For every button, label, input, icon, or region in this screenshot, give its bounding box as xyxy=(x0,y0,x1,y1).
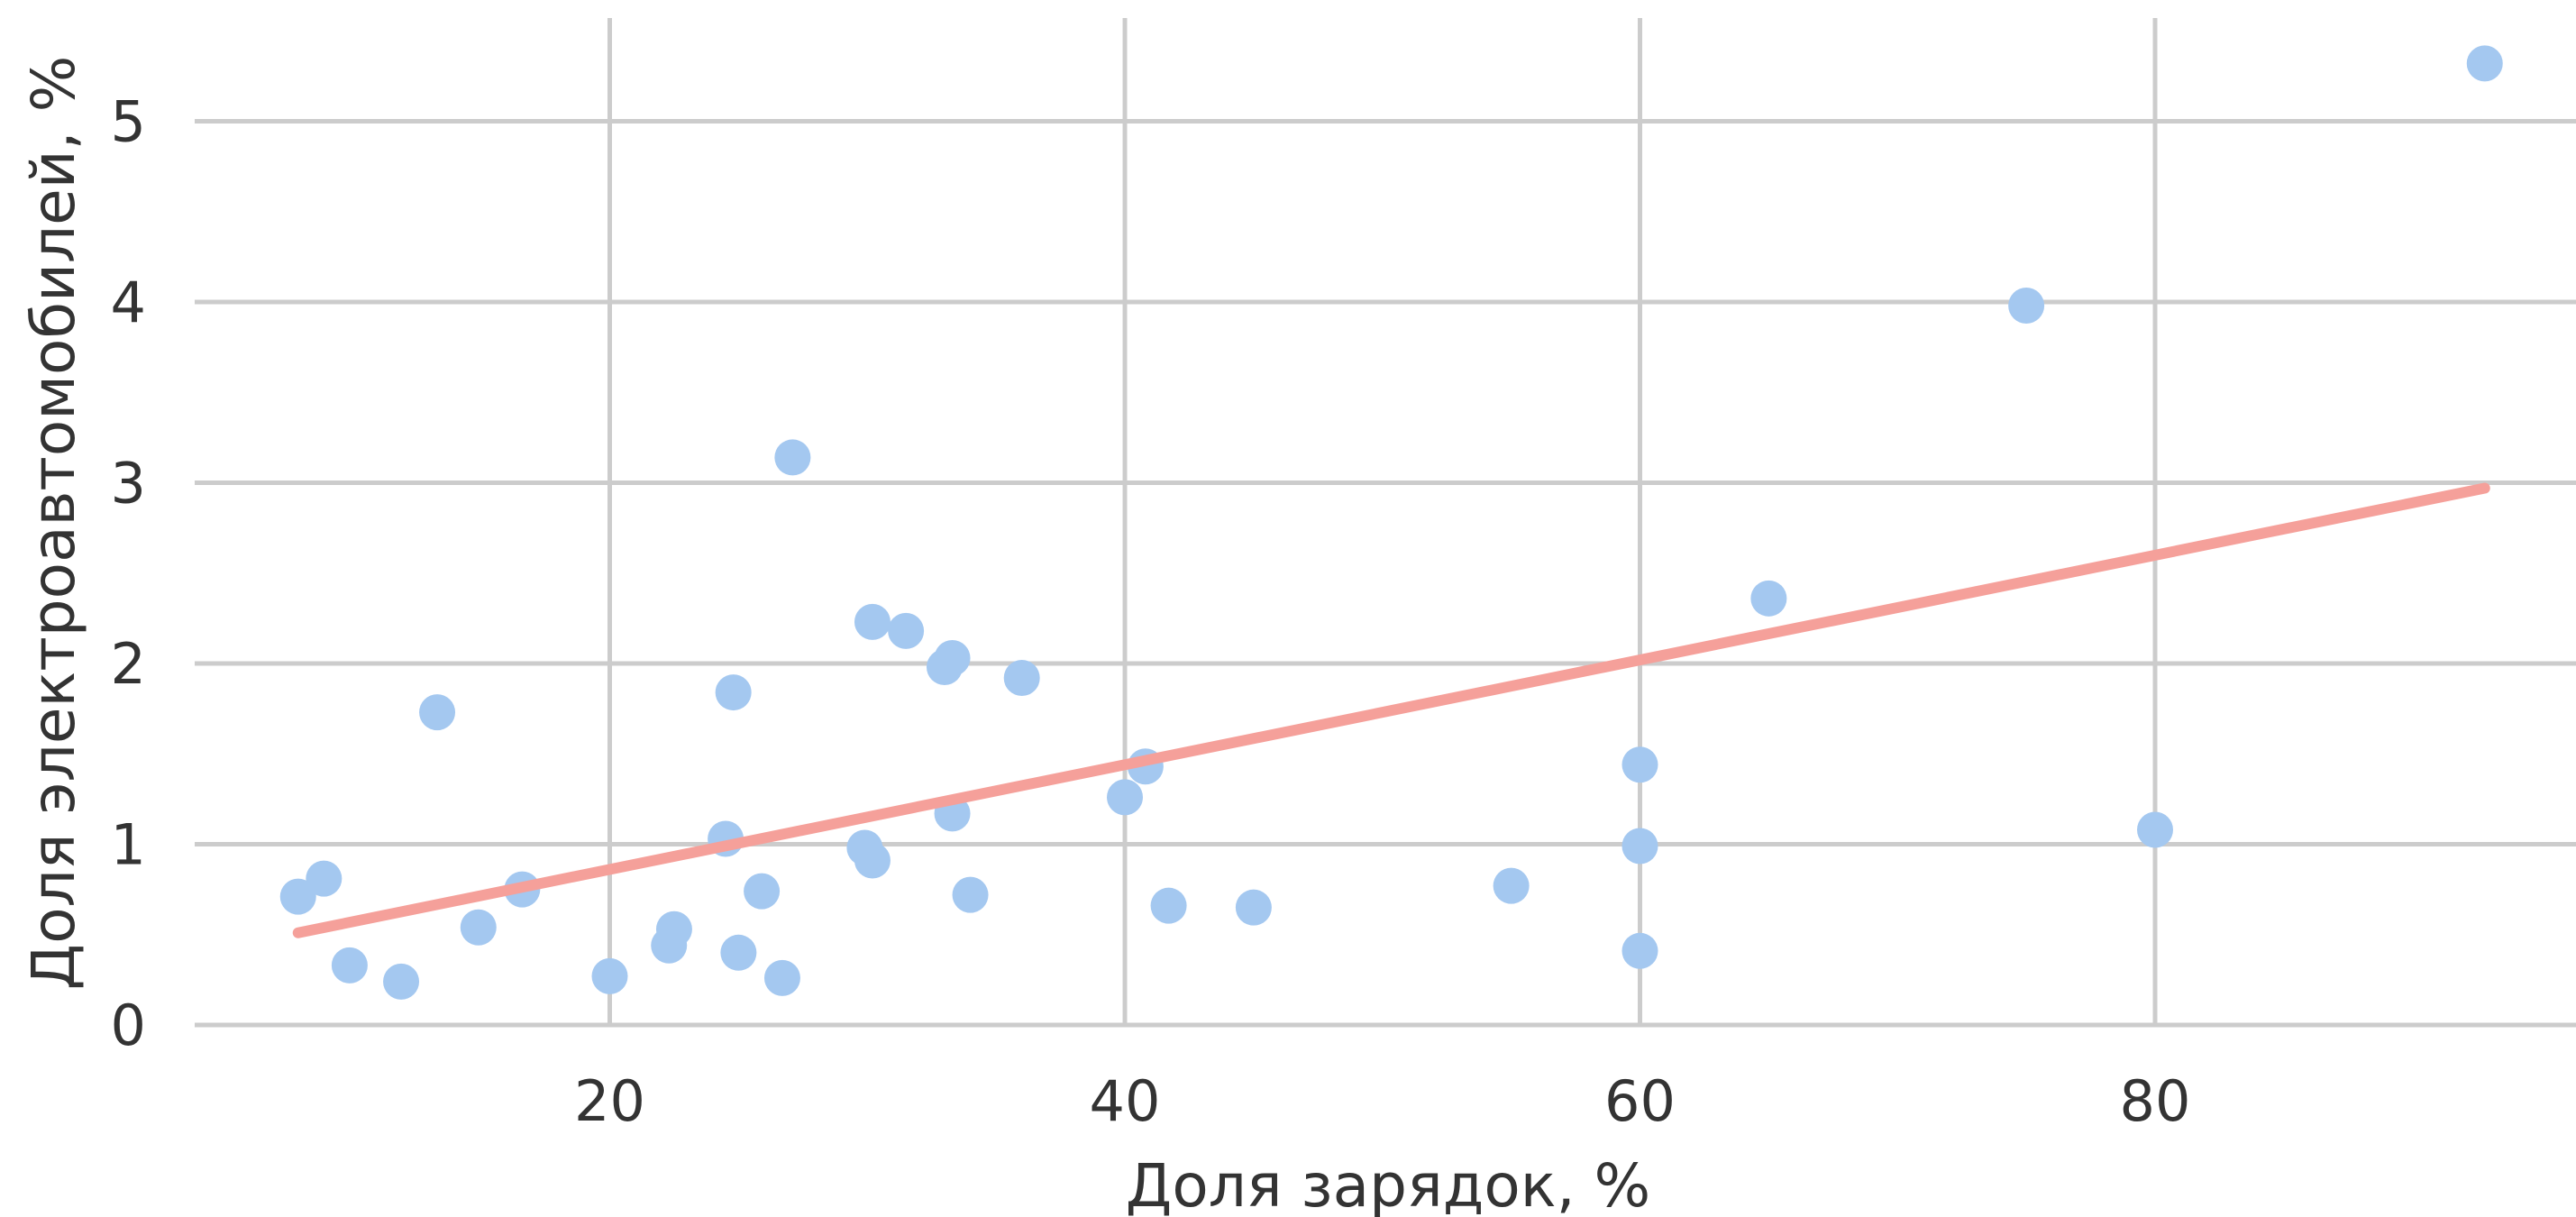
vertical-gridlines xyxy=(607,18,2158,1025)
data-point xyxy=(2137,811,2173,848)
data-point xyxy=(1107,779,1143,816)
x-tick-labels: 20 40 60 80 xyxy=(574,1068,2190,1134)
data-point xyxy=(744,873,781,910)
data-point xyxy=(306,860,343,897)
data-point xyxy=(1493,867,1530,904)
data-point xyxy=(854,842,891,879)
data-point xyxy=(2008,288,2045,325)
y-tick-label: 2 xyxy=(111,631,146,697)
data-point xyxy=(2466,45,2503,82)
data-point xyxy=(934,639,971,676)
data-point xyxy=(1621,932,1658,969)
data-point xyxy=(460,909,497,946)
data-point xyxy=(715,674,752,711)
data-point xyxy=(591,957,628,994)
x-tick-label: 20 xyxy=(574,1068,645,1134)
data-point xyxy=(774,439,811,476)
trend-line-group xyxy=(292,482,2490,938)
y-tick-label: 3 xyxy=(111,451,146,517)
data-point xyxy=(419,694,456,731)
data-point xyxy=(888,612,925,649)
data-points xyxy=(279,45,2503,1000)
data-point xyxy=(1621,828,1658,865)
data-point xyxy=(1621,746,1658,783)
data-point xyxy=(952,876,989,913)
x-tick-label: 80 xyxy=(2120,1068,2191,1134)
data-point xyxy=(1003,660,1040,697)
data-point xyxy=(279,878,316,915)
y-axis-title: Доля электроавтомобилей, % xyxy=(19,56,88,991)
horizontal-gridlines xyxy=(195,119,2576,1028)
data-point xyxy=(763,959,800,996)
data-point xyxy=(1750,580,1787,617)
x-tick-label: 40 xyxy=(1090,1068,1161,1134)
trend-line xyxy=(292,482,2490,938)
data-point xyxy=(1235,889,1272,926)
data-point xyxy=(854,603,891,640)
y-tick-label: 0 xyxy=(111,993,146,1058)
x-tick-label: 60 xyxy=(1604,1068,1676,1134)
data-point xyxy=(331,947,368,984)
y-tick-label: 4 xyxy=(111,270,146,335)
x-axis-title: Доля зарядок, % xyxy=(1126,1151,1651,1217)
y-tick-labels: 0 1 2 3 4 5 xyxy=(111,89,146,1059)
data-point xyxy=(720,934,757,971)
data-point xyxy=(1150,887,1187,924)
data-point xyxy=(655,910,692,947)
y-tick-label: 5 xyxy=(111,89,146,155)
data-point xyxy=(383,963,420,1000)
y-tick-label: 1 xyxy=(111,812,146,878)
